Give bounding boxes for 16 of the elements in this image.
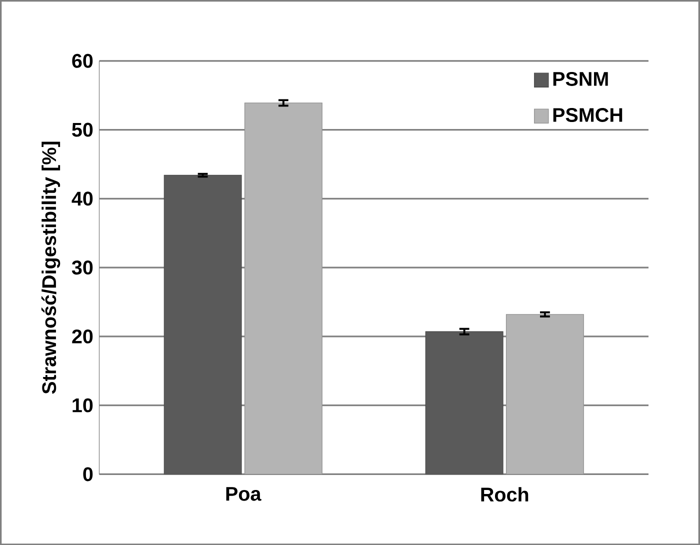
x-tick-label: Poa [226,486,262,501]
bar [506,314,584,474]
y-tick-label: 20 [72,329,93,344]
bar [425,331,504,474]
y-axis-title: Strawność/Digestibility [%] [41,142,60,394]
y-tick-label: 30 [72,260,93,274]
legend-label: PSMCH [553,108,622,122]
y-tick-label: 10 [72,398,93,412]
y-tick-label: 60 [72,54,93,68]
y-tick-label: 50 [72,122,93,137]
legend-label: PSNM [553,72,608,86]
x-tick-label: Roch [481,486,528,502]
bar [164,174,242,474]
y-tick-label: 0 [83,467,93,482]
bar [244,102,322,474]
y-tick-label: 40 [72,192,93,206]
